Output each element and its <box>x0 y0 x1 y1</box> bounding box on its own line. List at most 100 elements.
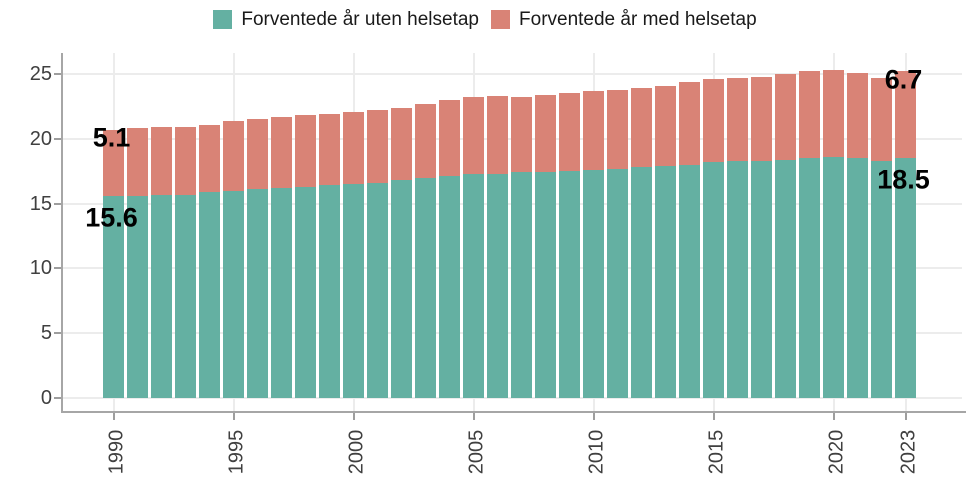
bar-2002-uten-helsetap <box>391 180 412 398</box>
bar-2005-uten-helsetap <box>463 173 484 398</box>
bar-1993-med-helsetap <box>175 127 196 195</box>
x-tickmark <box>112 413 115 420</box>
x-tickmark <box>592 413 595 420</box>
bar-2006-uten-helsetap <box>487 173 508 398</box>
x-axis-tick-label: 1995 <box>225 429 247 475</box>
y-tickmark <box>54 332 61 335</box>
legend-label-uten-helsetap: Forventede år uten helsetap <box>241 9 480 30</box>
bar-2007-uten-helsetap <box>511 172 532 398</box>
x-tickmark <box>904 413 907 420</box>
y-gridline <box>62 397 962 399</box>
bar-2019-uten-helsetap <box>799 158 820 398</box>
bar-1995-uten-helsetap <box>223 190 244 398</box>
y-axis-tick-label: 20 <box>29 127 52 150</box>
y-axis-tick-label: 25 <box>29 63 52 85</box>
bar-2016-uten-helsetap <box>727 160 748 398</box>
bar-2014-med-helsetap <box>679 81 700 165</box>
x-axis-tick-label: 2015 <box>705 429 727 475</box>
legend-swatch-teal <box>213 10 233 29</box>
y-tickmark <box>54 202 61 205</box>
x-tickmark <box>832 413 835 420</box>
bar-2016-med-helsetap <box>727 77 748 161</box>
bar-1997-uten-helsetap <box>271 188 292 398</box>
bar-2010-uten-helsetap <box>583 169 604 398</box>
bar-1993-uten-helsetap <box>175 194 196 398</box>
x-tickmark <box>472 413 475 420</box>
bar-1991-med-helsetap <box>127 128 148 196</box>
legend-swatch-salmon <box>491 10 511 29</box>
y-tickmark <box>54 73 61 75</box>
bar-2020-med-helsetap <box>823 70 844 157</box>
legend-label-med-helsetap: Forventede år med helsetap <box>519 9 757 30</box>
bar-2007-med-helsetap <box>511 97 532 173</box>
x-axis-tick-label: 2023 <box>897 429 919 475</box>
bar-2015-med-helsetap <box>703 79 724 163</box>
bar-2018-uten-helsetap <box>775 159 796 398</box>
bar-1996-uten-helsetap <box>247 189 268 398</box>
bar-2021-med-helsetap <box>847 72 868 159</box>
bar-2023-med-helsetap <box>895 71 916 159</box>
bar-2003-uten-helsetap <box>415 177 436 398</box>
y-axis-tick-label: 5 <box>40 322 52 345</box>
bar-2000-uten-helsetap <box>343 184 364 398</box>
bar-2022-uten-helsetap <box>871 160 892 398</box>
bar-2013-med-helsetap <box>655 85 676 166</box>
bar-2008-med-helsetap <box>535 94 556 173</box>
bar-1995-med-helsetap <box>223 120 244 191</box>
bar-2008-uten-helsetap <box>535 172 556 398</box>
bar-1998-uten-helsetap <box>295 186 316 398</box>
bar-2013-uten-helsetap <box>655 166 676 398</box>
bar-2021-uten-helsetap <box>847 158 868 398</box>
bar-2006-med-helsetap <box>487 96 508 174</box>
bar-2011-uten-helsetap <box>607 168 628 398</box>
bar-2009-uten-helsetap <box>559 171 580 398</box>
bar-2003-med-helsetap <box>415 103 436 178</box>
legend-item-uten-helsetap: Forventede år uten helsetap <box>213 9 479 30</box>
x-axis-tick-label: 2010 <box>585 429 607 475</box>
bar-1990-uten-helsetap <box>103 195 124 398</box>
bar-2012-uten-helsetap <box>631 167 652 398</box>
bar-1992-uten-helsetap <box>151 194 172 398</box>
annotation-5.1: 5.1 <box>92 122 131 153</box>
bar-2019-med-helsetap <box>799 71 820 159</box>
bar-2009-med-helsetap <box>559 93 580 172</box>
x-axis-tick-label: 2005 <box>465 429 487 475</box>
x-tickmark <box>712 413 715 420</box>
bar-2022-med-helsetap <box>871 77 892 161</box>
bar-2014-uten-helsetap <box>679 164 700 398</box>
annotation-18.5: 18.5 <box>877 164 930 195</box>
bar-2001-med-helsetap <box>367 110 388 183</box>
bar-1999-uten-helsetap <box>319 185 340 398</box>
annotation-15.6: 15.6 <box>85 202 138 233</box>
bar-2004-uten-helsetap <box>439 176 460 398</box>
chart-legend: Forventede år uten helsetap Forventede å… <box>0 9 970 30</box>
bar-1990-med-helsetap <box>103 129 124 196</box>
bar-1994-med-helsetap <box>199 124 220 192</box>
y-axis-tick-label: 10 <box>29 257 52 280</box>
bar-1999-med-helsetap <box>319 114 340 186</box>
bar-1991-uten-helsetap <box>127 195 148 398</box>
y-gridline <box>62 73 962 75</box>
bar-2020-uten-helsetap <box>823 156 844 398</box>
bar-2000-med-helsetap <box>343 111 364 185</box>
bar-2017-med-helsetap <box>751 76 772 161</box>
bar-2017-uten-helsetap <box>751 160 772 398</box>
bar-2015-uten-helsetap <box>703 162 724 398</box>
x-axis-tick-label: 2020 <box>825 429 847 475</box>
x-axis-tick-label: 1990 <box>105 429 127 475</box>
x-tickmark <box>232 413 235 420</box>
x-axis-tick-label: 2000 <box>345 429 367 475</box>
legend-item-med-helsetap: Forventede år med helsetap <box>491 9 757 30</box>
y-axis-tick-label: 0 <box>40 387 52 409</box>
bar-2010-med-helsetap <box>583 90 604 170</box>
bar-2012-med-helsetap <box>631 88 652 168</box>
bar-2011-med-helsetap <box>607 89 628 169</box>
bar-2002-med-helsetap <box>391 107 412 181</box>
bar-2004-med-helsetap <box>439 99 460 177</box>
y-tickmark <box>54 267 61 270</box>
y-axis-tick-label: 15 <box>29 192 52 215</box>
bar-1994-uten-helsetap <box>199 191 220 398</box>
y-axis-line <box>61 53 63 413</box>
bar-1998-med-helsetap <box>295 115 316 187</box>
